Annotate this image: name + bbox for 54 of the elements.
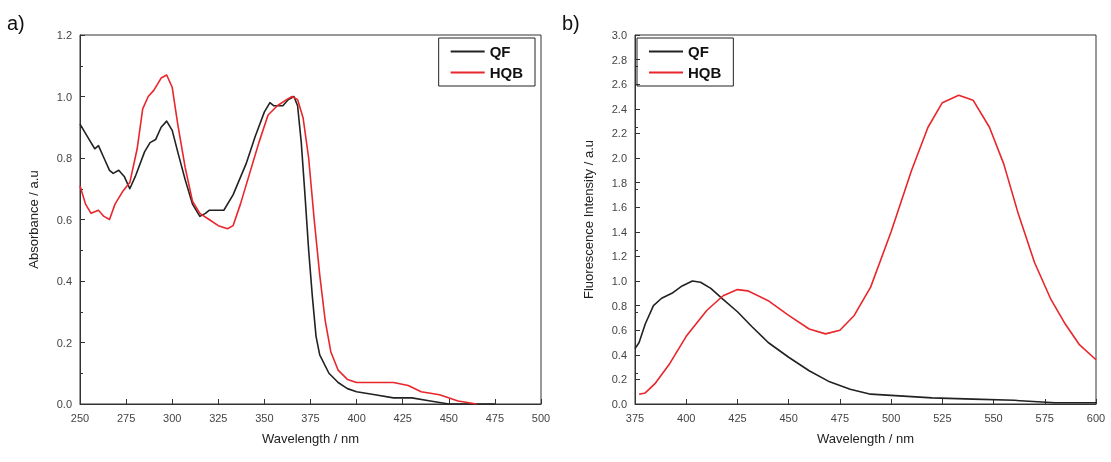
x-tick-label: 425 bbox=[393, 411, 412, 424]
legend-label: HQB bbox=[489, 64, 524, 81]
legend-label: HQB bbox=[688, 64, 722, 81]
y-tick-label: 1.8 bbox=[611, 176, 627, 189]
y-tick-label: 2.4 bbox=[611, 102, 627, 115]
y-tick-label: 0.2 bbox=[611, 373, 627, 386]
x-tick-label: 575 bbox=[1035, 411, 1054, 424]
x-tick-label: 500 bbox=[881, 411, 901, 424]
x-tick-label: 325 bbox=[209, 411, 228, 424]
y-axis-title: Absorbance / a.u bbox=[26, 170, 41, 269]
y-tick-label: 1.0 bbox=[611, 275, 627, 287]
y-tick-label: 1.6 bbox=[611, 201, 627, 214]
y-tick-label: 2.0 bbox=[611, 152, 627, 164]
x-axis-title: Wavelength / nm bbox=[261, 431, 360, 446]
y-tick-label: 2.6 bbox=[611, 78, 627, 91]
y-tick-label: 0.8 bbox=[611, 299, 627, 312]
x-tick-label: 350 bbox=[255, 411, 274, 424]
y-tick-label: 0.6 bbox=[611, 324, 627, 337]
x-tick-label: 475 bbox=[830, 411, 850, 424]
chart-title: b) bbox=[562, 12, 580, 34]
x-tick-label: 425 bbox=[728, 411, 747, 424]
x-tick-label: 475 bbox=[485, 411, 505, 424]
x-tick-label: 450 bbox=[439, 411, 458, 424]
x-tick-label: 300 bbox=[163, 411, 182, 424]
legend-label: QF bbox=[489, 43, 511, 60]
y-tick-label: 3.0 bbox=[611, 29, 627, 41]
x-tick-label: 550 bbox=[984, 411, 1003, 424]
y-tick-label: 0.8 bbox=[56, 152, 72, 164]
y-tick-label: 0.0 bbox=[611, 398, 627, 410]
y-tick-label: 1.4 bbox=[611, 225, 627, 238]
y-tick-label: 0.4 bbox=[611, 348, 627, 361]
chart-title: a) bbox=[7, 12, 25, 34]
x-tick-label: 525 bbox=[933, 411, 952, 424]
x-tick-label: 375 bbox=[301, 411, 320, 424]
y-tick-label: 2.8 bbox=[611, 53, 627, 66]
y-tick-label: 0.6 bbox=[56, 213, 72, 226]
y-tick-label: 1.2 bbox=[611, 250, 627, 263]
x-tick-label: 250 bbox=[70, 411, 90, 424]
legend-label: QF bbox=[688, 43, 709, 60]
x-tick-label: 500 bbox=[531, 411, 551, 424]
y-axis-title: Fluorescence Intensity / a.u bbox=[581, 140, 596, 299]
x-tick-label: 400 bbox=[677, 411, 696, 424]
y-tick-label: 2.2 bbox=[611, 127, 627, 140]
y-tick-label: 1.0 bbox=[56, 90, 72, 103]
y-tick-label: 0.2 bbox=[56, 336, 72, 349]
y-tick-label: 1.2 bbox=[56, 29, 72, 41]
x-tick-label: 400 bbox=[347, 411, 366, 424]
y-tick-label: 0.0 bbox=[56, 398, 72, 410]
x-tick-label: 450 bbox=[779, 411, 798, 424]
x-tick-label: 275 bbox=[116, 411, 136, 424]
x-axis-title: Wavelength / nm bbox=[816, 431, 915, 446]
y-tick-label: 0.4 bbox=[56, 275, 72, 287]
x-tick-label: 375 bbox=[625, 411, 645, 424]
x-tick-label: 600 bbox=[1086, 411, 1106, 424]
